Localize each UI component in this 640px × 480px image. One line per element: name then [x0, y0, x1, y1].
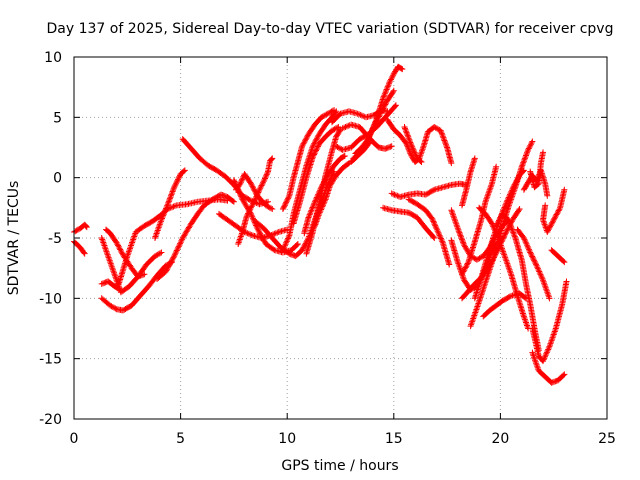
series-arc-37 — [459, 155, 478, 209]
y-tick-label: 5 — [53, 110, 62, 126]
y-tick-label: -5 — [48, 231, 62, 247]
series-arc-47 — [540, 186, 568, 235]
marker-trace — [388, 180, 470, 200]
marker-trace — [529, 349, 568, 386]
series-arc-17 — [279, 107, 338, 212]
x-tick-label: 5 — [176, 431, 185, 447]
x-axis-label: GPS time / hours — [281, 458, 398, 474]
marker-trace — [401, 124, 425, 165]
series-arc-30 — [388, 180, 470, 200]
marker-trace — [548, 247, 568, 266]
series-arc-48 — [514, 226, 553, 302]
chart-title: Day 137 of 2025, Sidereal Day-to-day VTE… — [47, 21, 614, 37]
series-arc-27 — [348, 138, 374, 165]
series-arc-31 — [380, 204, 438, 241]
marker-trace — [348, 138, 374, 165]
marker-trace — [459, 163, 500, 278]
marker-trace — [279, 107, 338, 212]
series-arc-49 — [548, 247, 568, 266]
marker-trace — [98, 259, 176, 314]
y-tick-label: -20 — [39, 412, 62, 428]
y-tick-label: 10 — [44, 50, 62, 66]
marker-trace — [540, 186, 568, 235]
marker-trace — [527, 149, 547, 191]
series-arc-46 — [527, 149, 547, 191]
marker-trace — [480, 290, 529, 320]
data-markers — [71, 63, 570, 386]
x-tick-label: 20 — [491, 431, 509, 447]
marker-trace — [459, 155, 478, 209]
series-arc-42 — [480, 290, 529, 320]
marker-trace — [384, 116, 455, 167]
marker-trace — [476, 204, 532, 332]
series-arc-8 — [154, 191, 237, 282]
marker-trace — [235, 155, 276, 247]
axis-ticks: 0 5 10 15 20 25 -20 -15 -10 -5 0 5 10 — [39, 50, 616, 447]
series-arc-21 — [311, 160, 353, 229]
series-arc-14 — [235, 155, 276, 247]
series-arc-3 — [98, 259, 176, 314]
y-tick-label: 0 — [53, 171, 62, 187]
series-arc-18 — [290, 123, 342, 227]
y-tick-label: -15 — [39, 352, 62, 368]
x-tick-label: 25 — [598, 431, 616, 447]
marker-trace — [279, 108, 340, 254]
y-tick-label: -10 — [39, 291, 62, 307]
x-tick-label: 10 — [278, 431, 296, 447]
series-arc-44 — [529, 278, 570, 365]
marker-trace — [380, 204, 438, 241]
marker-trace — [98, 278, 122, 292]
x-tick-label: 15 — [385, 431, 403, 447]
marker-trace — [290, 123, 342, 227]
series-arc-9 — [152, 167, 188, 241]
marker-trace — [514, 226, 553, 302]
series-arc-28 — [384, 116, 455, 167]
series-arc-16 — [279, 108, 340, 254]
series-arc-29 — [401, 124, 425, 165]
series-arc-43 — [529, 349, 568, 386]
series-arc-6 — [98, 278, 122, 292]
series-arc-36 — [459, 163, 500, 278]
series-arc-40 — [476, 204, 532, 332]
marker-trace — [154, 191, 237, 282]
marker-trace — [311, 160, 353, 229]
marker-trace — [405, 196, 453, 268]
marker-trace — [152, 167, 188, 241]
series-arc-32 — [405, 196, 453, 268]
x-tick-label: 0 — [70, 431, 79, 447]
y-axis-label: SDTVAR / TECUs — [6, 181, 22, 296]
marker-trace — [529, 278, 570, 365]
